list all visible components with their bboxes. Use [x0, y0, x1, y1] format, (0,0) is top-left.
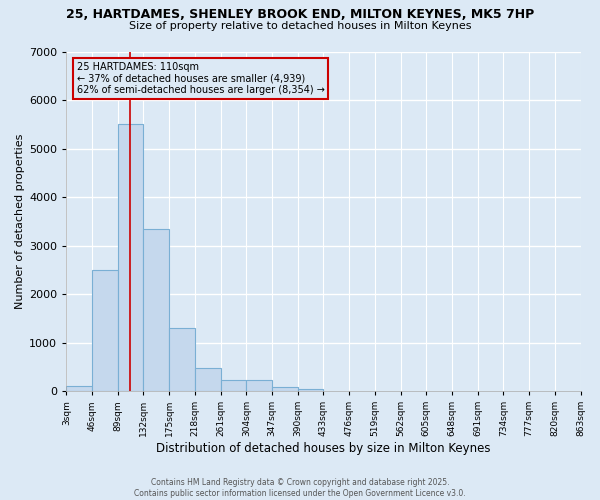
- Text: Size of property relative to detached houses in Milton Keynes: Size of property relative to detached ho…: [129, 21, 471, 31]
- Bar: [143, 228, 169, 391]
- X-axis label: Distribution of detached houses by size in Milton Keynes: Distribution of detached houses by size …: [156, 442, 491, 455]
- Text: 25 HARTDAMES: 110sqm
← 37% of detached houses are smaller (4,939)
62% of semi-de: 25 HARTDAMES: 110sqm ← 37% of detached h…: [77, 62, 325, 95]
- Bar: [169, 328, 195, 391]
- Y-axis label: Number of detached properties: Number of detached properties: [15, 134, 25, 309]
- Bar: [92, 270, 118, 391]
- Bar: [246, 380, 272, 391]
- Bar: [221, 380, 246, 391]
- Text: 25, HARTDAMES, SHENLEY BROOK END, MILTON KEYNES, MK5 7HP: 25, HARTDAMES, SHENLEY BROOK END, MILTON…: [66, 8, 534, 20]
- Bar: [67, 386, 92, 391]
- Bar: [298, 388, 323, 391]
- Bar: [118, 124, 143, 391]
- Text: Contains HM Land Registry data © Crown copyright and database right 2025.
Contai: Contains HM Land Registry data © Crown c…: [134, 478, 466, 498]
- Bar: [272, 387, 298, 391]
- Bar: [195, 368, 221, 391]
